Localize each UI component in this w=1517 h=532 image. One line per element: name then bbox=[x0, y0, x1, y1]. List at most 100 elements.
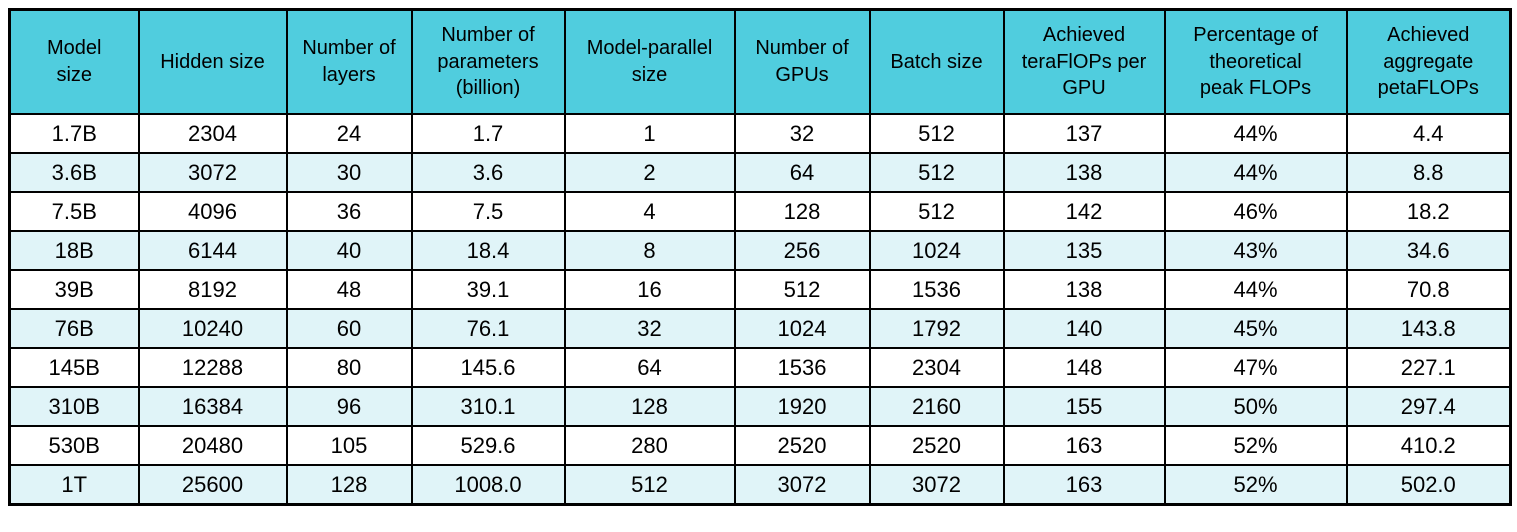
table-row: 3.6B 3072 30 3.6 2 64 512 138 44% 8.8 bbox=[8, 152, 1512, 193]
table-cell: 227.1 bbox=[1345, 347, 1512, 388]
table-cell: 512 bbox=[868, 113, 1005, 154]
table-cell: 128 bbox=[285, 464, 413, 506]
table-cell: 3072 bbox=[868, 464, 1005, 506]
table-cell: 12288 bbox=[137, 347, 288, 388]
table-cell: 310.1 bbox=[410, 386, 566, 427]
table-cell: 529.6 bbox=[410, 425, 566, 466]
table-cell: 6144 bbox=[137, 230, 288, 271]
table-cell: 135 bbox=[1002, 230, 1166, 271]
table-cell: 43% bbox=[1163, 230, 1348, 271]
header-cell-achieved-teraflops-per-gpu: Achieved teraFlOPs per GPU bbox=[1002, 8, 1166, 115]
table-cell: 2520 bbox=[733, 425, 871, 466]
table-cell: 47% bbox=[1163, 347, 1348, 388]
table-cell: 24 bbox=[285, 113, 413, 154]
table-cell: 76.1 bbox=[410, 308, 566, 349]
table-row: 530B 20480 105 529.6 280 2520 2520 163 52% 410.2 bbox=[8, 425, 1512, 466]
table-cell: 7.5B bbox=[8, 191, 140, 232]
table-cell: 20480 bbox=[137, 425, 288, 466]
table-cell: 80 bbox=[285, 347, 413, 388]
table-cell: 1.7 bbox=[410, 113, 566, 154]
table-cell: 3072 bbox=[137, 152, 288, 193]
table-cell: 44% bbox=[1163, 269, 1348, 310]
model-training-performance-table: Model size Hidden size Number of layers Num… bbox=[8, 8, 1512, 506]
table-cell: 96 bbox=[285, 386, 413, 427]
table-cell: 44% bbox=[1163, 152, 1348, 193]
table-header: Model size Hidden size Number of layers Num… bbox=[8, 8, 1512, 115]
table-cell: 25600 bbox=[137, 464, 288, 506]
header-cell-model-parallel-size: Model-parallel size bbox=[563, 8, 736, 115]
table-cell: 32 bbox=[733, 113, 871, 154]
table-cell: 18.2 bbox=[1345, 191, 1512, 232]
table-cell: 3.6B bbox=[8, 152, 140, 193]
table-cell: 310B bbox=[8, 386, 140, 427]
table-cell: 1T bbox=[8, 464, 140, 506]
table-cell: 64 bbox=[733, 152, 871, 193]
table-cell: 148 bbox=[1002, 347, 1166, 388]
table-cell: 138 bbox=[1002, 269, 1166, 310]
table-cell: 502.0 bbox=[1345, 464, 1512, 506]
table-cell: 18B bbox=[8, 230, 140, 271]
table-row: 1.7B 2304 24 1.7 1 32 512 137 44% 4.4 bbox=[8, 113, 1512, 154]
table-cell: 4096 bbox=[137, 191, 288, 232]
table-cell: 128 bbox=[733, 191, 871, 232]
table-cell: 52% bbox=[1163, 425, 1348, 466]
table-cell: 8 bbox=[563, 230, 736, 271]
header-cell-number-of-parameters-billion: Number of parameters (billion) bbox=[410, 8, 566, 115]
header-cell-model-size: Model size bbox=[8, 8, 140, 115]
table-cell: 18.4 bbox=[410, 230, 566, 271]
table-cell: 1024 bbox=[868, 230, 1005, 271]
table-row: 1T 25600 128 1008.0 512 3072 3072 163 52% 502.0 bbox=[8, 464, 1512, 506]
table-cell: 39B bbox=[8, 269, 140, 310]
table-cell: 32 bbox=[563, 308, 736, 349]
table-cell: 4.4 bbox=[1345, 113, 1512, 154]
table-cell: 138 bbox=[1002, 152, 1166, 193]
table-cell: 30 bbox=[285, 152, 413, 193]
table-cell: 48 bbox=[285, 269, 413, 310]
table-cell: 1 bbox=[563, 113, 736, 154]
table-cell: 2520 bbox=[868, 425, 1005, 466]
table-cell: 40 bbox=[285, 230, 413, 271]
table-cell: 52% bbox=[1163, 464, 1348, 506]
table-cell: 1024 bbox=[733, 308, 871, 349]
table-cell: 16384 bbox=[137, 386, 288, 427]
table-cell: 2 bbox=[563, 152, 736, 193]
table-cell: 44% bbox=[1163, 113, 1348, 154]
table-cell: 280 bbox=[563, 425, 736, 466]
table-cell: 145.6 bbox=[410, 347, 566, 388]
table-cell: 163 bbox=[1002, 464, 1166, 506]
table-cell: 1536 bbox=[868, 269, 1005, 310]
header-cell-number-of-gpus: Number of GPUs bbox=[733, 8, 871, 115]
table-cell: 142 bbox=[1002, 191, 1166, 232]
table-cell: 530B bbox=[8, 425, 140, 466]
table-cell: 8192 bbox=[137, 269, 288, 310]
table-cell: 64 bbox=[563, 347, 736, 388]
table-cell: 2160 bbox=[868, 386, 1005, 427]
table-cell: 145B bbox=[8, 347, 140, 388]
table-cell: 60 bbox=[285, 308, 413, 349]
table-cell: 140 bbox=[1002, 308, 1166, 349]
table-cell: 1.7B bbox=[8, 113, 140, 154]
header-cell-hidden-size: Hidden size bbox=[137, 8, 288, 115]
table-cell: 155 bbox=[1002, 386, 1166, 427]
table-cell: 16 bbox=[563, 269, 736, 310]
table-cell: 46% bbox=[1163, 191, 1348, 232]
table-cell: 8.8 bbox=[1345, 152, 1512, 193]
table-row: 310B 16384 96 310.1 128 1920 2160 155 50% 297.4 bbox=[8, 386, 1512, 427]
table-cell: 1536 bbox=[733, 347, 871, 388]
table-cell: 1792 bbox=[868, 308, 1005, 349]
table-cell: 512 bbox=[733, 269, 871, 310]
table-cell: 3.6 bbox=[410, 152, 566, 193]
header-cell-percentage-of-theoretical-peak-flops: Percentage of theoretical peak FLOPs bbox=[1163, 8, 1348, 115]
table-cell: 70.8 bbox=[1345, 269, 1512, 310]
table-cell: 512 bbox=[868, 152, 1005, 193]
table-cell: 3072 bbox=[733, 464, 871, 506]
table-row: 145B 12288 80 145.6 64 1536 2304 148 47% 227.1 bbox=[8, 347, 1512, 388]
table-cell: 143.8 bbox=[1345, 308, 1512, 349]
table-cell: 45% bbox=[1163, 308, 1348, 349]
table-body: 1.7B 2304 24 1.7 1 32 512 137 44% 4.4 3.6B 3072 30 3.… bbox=[8, 113, 1512, 506]
table-cell: 256 bbox=[733, 230, 871, 271]
table-row: 18B 6144 40 18.4 8 256 1024 135 43% 34.6 bbox=[8, 230, 1512, 271]
table-cell: 512 bbox=[868, 191, 1005, 232]
table-cell: 105 bbox=[285, 425, 413, 466]
